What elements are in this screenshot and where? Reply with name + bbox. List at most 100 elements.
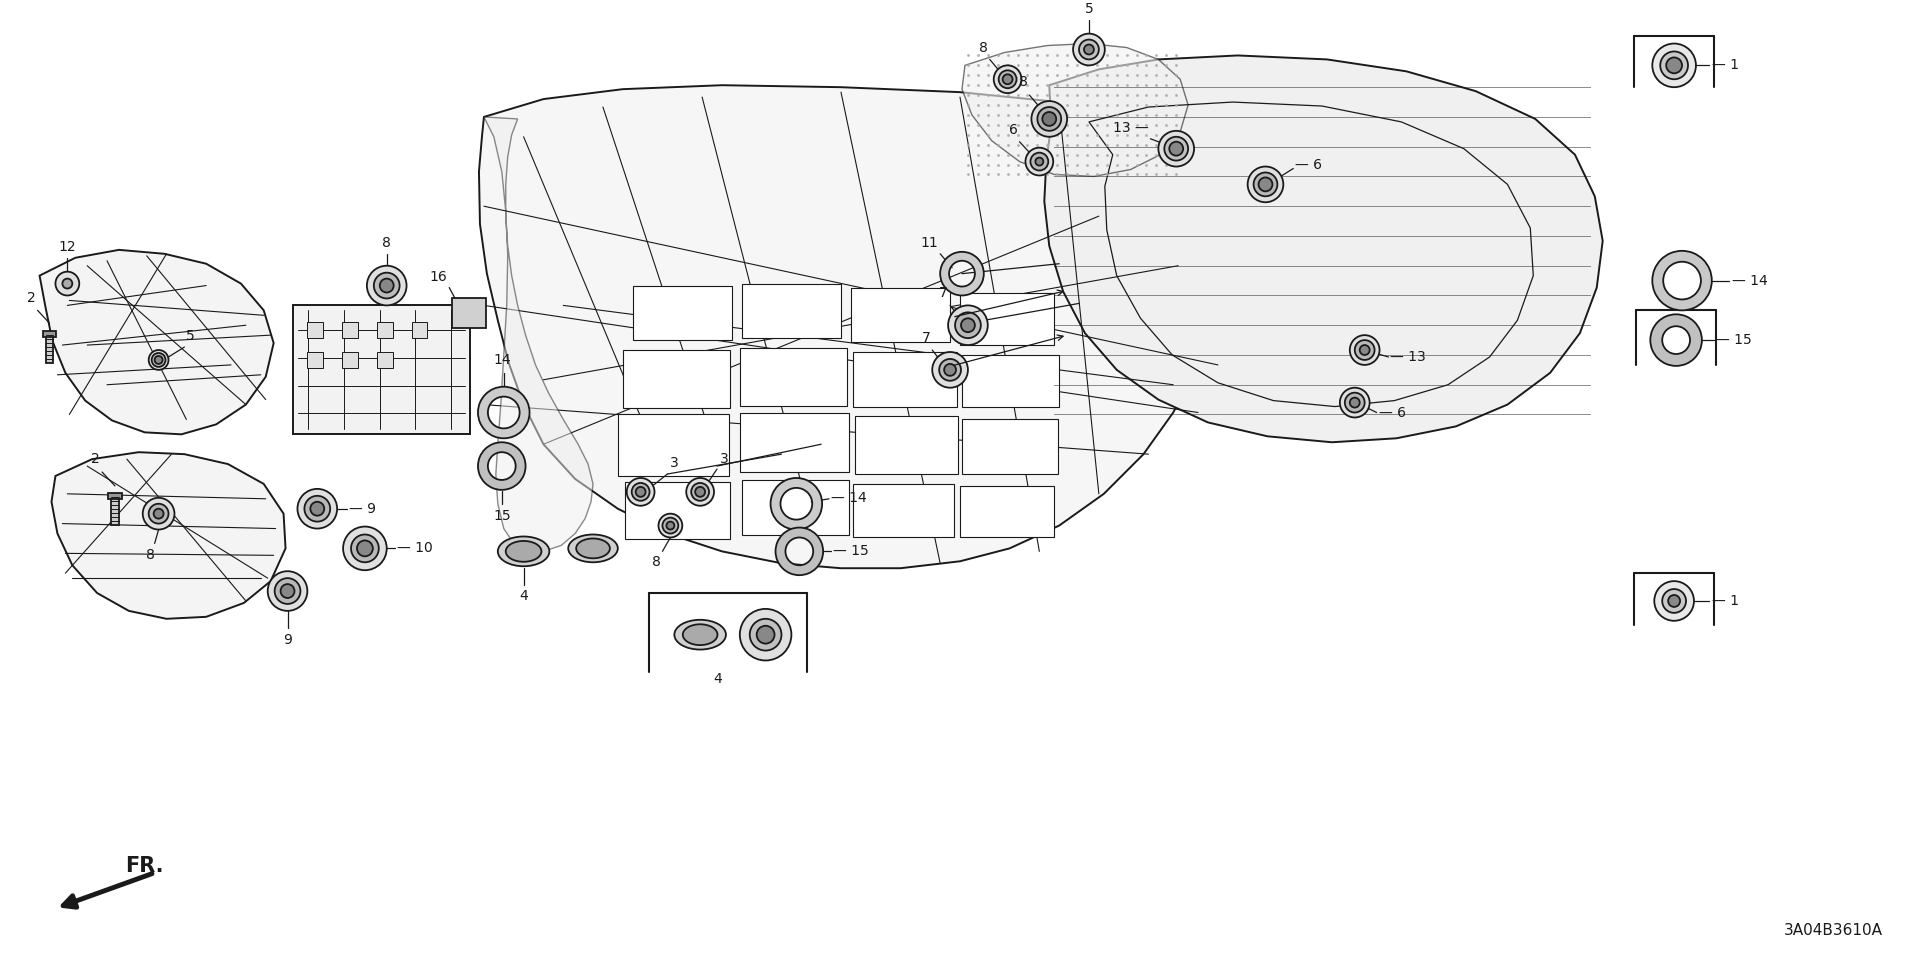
Text: 16: 16 [430, 270, 447, 283]
Circle shape [939, 359, 962, 381]
Circle shape [1350, 397, 1359, 408]
Circle shape [1661, 52, 1688, 80]
Wedge shape [478, 443, 526, 490]
Circle shape [998, 70, 1016, 88]
Text: 8: 8 [979, 41, 987, 56]
Circle shape [1258, 178, 1273, 191]
Bar [376, 323, 394, 338]
Circle shape [945, 364, 956, 375]
Ellipse shape [674, 620, 726, 650]
Circle shape [1667, 58, 1682, 73]
Text: 3A04B3610A: 3A04B3610A [1784, 924, 1882, 938]
Circle shape [636, 487, 645, 497]
Circle shape [1085, 44, 1094, 55]
Text: — 15: — 15 [1716, 333, 1751, 348]
Text: 2: 2 [92, 452, 100, 466]
Text: — 1: — 1 [1713, 59, 1740, 72]
Bar [294, 305, 470, 434]
Circle shape [691, 483, 708, 501]
Wedge shape [1651, 314, 1701, 366]
Bar [307, 323, 323, 338]
Wedge shape [478, 387, 530, 439]
Circle shape [662, 517, 678, 534]
Circle shape [933, 352, 968, 388]
Circle shape [685, 478, 714, 506]
Wedge shape [941, 252, 983, 296]
Circle shape [374, 273, 399, 299]
Circle shape [305, 495, 330, 521]
Text: 8: 8 [1020, 75, 1027, 89]
Circle shape [367, 266, 407, 305]
Text: — 13: — 13 [1390, 350, 1427, 364]
Circle shape [1668, 595, 1680, 607]
Polygon shape [1044, 56, 1603, 443]
Bar [42, 331, 56, 337]
Text: 6: 6 [1008, 123, 1018, 136]
Bar [342, 352, 357, 368]
Polygon shape [484, 117, 593, 551]
Circle shape [749, 619, 781, 651]
Text: 15: 15 [493, 509, 511, 522]
Text: 4: 4 [518, 589, 528, 603]
Text: — 14: — 14 [831, 491, 866, 505]
Circle shape [659, 514, 682, 538]
Circle shape [1031, 101, 1068, 136]
Bar [46, 335, 54, 363]
Circle shape [1079, 39, 1098, 60]
Text: — 6: — 6 [1296, 157, 1323, 172]
Circle shape [632, 483, 649, 501]
Ellipse shape [497, 537, 549, 566]
Bar [739, 413, 849, 472]
Circle shape [1655, 581, 1693, 621]
Bar [307, 352, 323, 368]
Text: 8: 8 [651, 555, 660, 569]
Text: 7: 7 [922, 331, 931, 345]
Circle shape [995, 65, 1021, 93]
Bar [960, 486, 1054, 538]
Bar [962, 420, 1058, 474]
Circle shape [1002, 74, 1012, 84]
Text: 5: 5 [186, 329, 196, 343]
Circle shape [1043, 112, 1056, 126]
Bar [376, 352, 394, 368]
Bar [739, 348, 847, 405]
Text: — 9: — 9 [349, 502, 376, 516]
Circle shape [298, 489, 338, 529]
Text: 9: 9 [282, 633, 292, 647]
Bar [634, 285, 732, 340]
Circle shape [351, 535, 378, 563]
Circle shape [1340, 388, 1369, 418]
Ellipse shape [576, 539, 611, 559]
Circle shape [739, 609, 791, 660]
Text: 3: 3 [720, 452, 730, 466]
Bar [852, 484, 954, 538]
Text: 14: 14 [493, 353, 511, 367]
FancyBboxPatch shape [453, 299, 486, 328]
Bar [851, 288, 950, 342]
Circle shape [695, 487, 705, 497]
Circle shape [357, 540, 372, 557]
Circle shape [962, 319, 975, 332]
Text: — 1: — 1 [1713, 594, 1740, 608]
Bar [741, 283, 841, 338]
Text: 11: 11 [920, 236, 939, 250]
Text: 4: 4 [714, 672, 722, 686]
Text: FR.: FR. [125, 855, 163, 876]
Polygon shape [478, 85, 1225, 568]
Circle shape [280, 584, 294, 598]
Circle shape [154, 509, 163, 518]
Bar [108, 492, 121, 499]
Ellipse shape [568, 535, 618, 563]
Text: — 15: — 15 [833, 544, 868, 559]
Text: — 14: — 14 [1732, 274, 1768, 288]
Circle shape [1350, 335, 1380, 365]
Circle shape [311, 502, 324, 516]
Circle shape [1254, 173, 1277, 196]
Circle shape [948, 305, 987, 345]
Text: 5: 5 [1085, 2, 1092, 15]
Text: 2: 2 [27, 292, 36, 305]
Text: 3: 3 [670, 456, 680, 470]
Circle shape [1356, 340, 1375, 360]
Circle shape [954, 312, 981, 338]
Polygon shape [40, 250, 275, 434]
